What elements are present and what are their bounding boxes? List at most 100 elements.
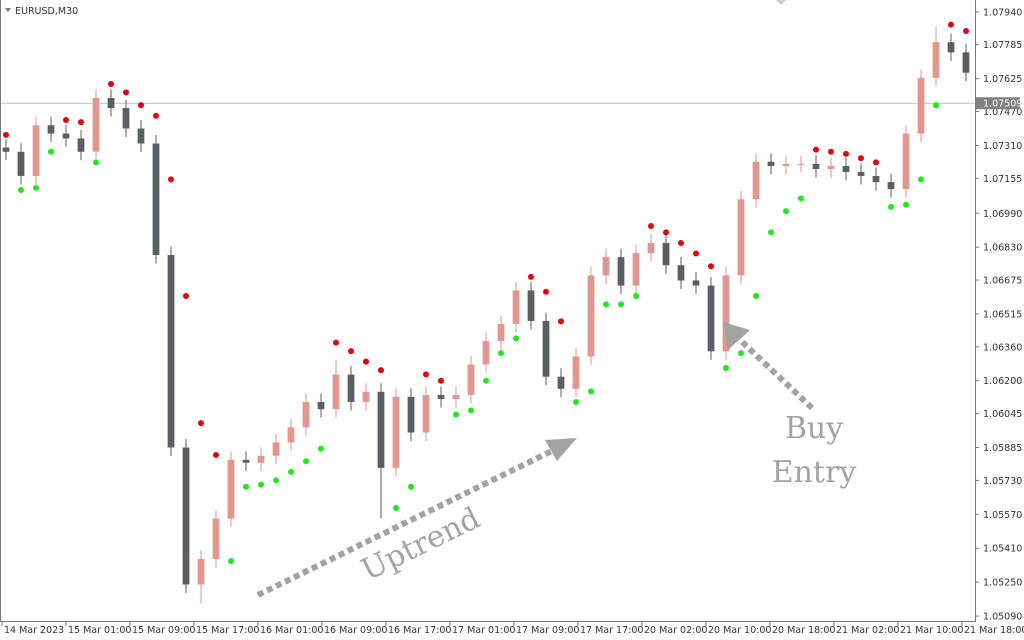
symbol-label: EURUSD,M30 bbox=[15, 6, 78, 17]
candle-body bbox=[722, 275, 730, 352]
sar-dot bbox=[828, 148, 834, 155]
sar-dot bbox=[798, 195, 804, 202]
y-tick-label: 1.05090 bbox=[983, 612, 1022, 623]
sar-dot bbox=[453, 411, 459, 418]
current-price-label: 1.07509 bbox=[983, 99, 1022, 110]
candle-body bbox=[902, 133, 910, 190]
y-tick-label: 1.05570 bbox=[983, 510, 1022, 521]
sar-dot bbox=[213, 451, 219, 458]
candle-body bbox=[542, 320, 550, 377]
candle-body bbox=[557, 376, 565, 389]
sar-dot bbox=[93, 159, 99, 166]
candle-body bbox=[152, 143, 160, 256]
sar-dot bbox=[18, 186, 24, 193]
sar-dot bbox=[738, 350, 744, 357]
sar-dot bbox=[768, 229, 774, 236]
candle-body bbox=[317, 401, 325, 410]
sar-dot bbox=[258, 481, 264, 488]
sar-dot bbox=[573, 398, 579, 405]
y-tick-label: 1.07155 bbox=[983, 174, 1022, 185]
sar-dot bbox=[933, 102, 939, 109]
sar-dot bbox=[498, 350, 504, 357]
x-tick-label: 20 Mar 18:00 bbox=[772, 625, 835, 636]
x-tick-label: 20 Mar 10:00 bbox=[708, 625, 771, 636]
sar-dot bbox=[903, 201, 909, 208]
sar-dot bbox=[183, 292, 189, 299]
x-tick-label: 15 Mar 09:00 bbox=[132, 625, 195, 636]
y-tick-label: 1.05885 bbox=[983, 443, 1022, 454]
candle-body bbox=[662, 242, 670, 266]
sar-dot bbox=[168, 176, 174, 183]
candle-body bbox=[512, 290, 520, 324]
sar-dot bbox=[228, 557, 234, 564]
sar-dot bbox=[843, 150, 849, 157]
candle-body bbox=[482, 341, 490, 365]
x-tick-label: 21 Mar 02:00 bbox=[836, 625, 899, 636]
sar-dot bbox=[483, 377, 489, 384]
sar-dot bbox=[348, 348, 354, 355]
sar-dot bbox=[468, 407, 474, 414]
sar-dot bbox=[48, 148, 54, 155]
candle-body bbox=[122, 108, 130, 129]
x-tick-label: 16 Mar 01:00 bbox=[260, 625, 323, 636]
sar-dot bbox=[393, 504, 399, 511]
y-tick-label: 1.07310 bbox=[983, 141, 1022, 152]
candle-body bbox=[92, 97, 100, 152]
y-tick-label: 1.06830 bbox=[983, 243, 1022, 254]
y-tick-label: 1.05250 bbox=[983, 578, 1022, 589]
x-tick-label: 17 Mar 17:00 bbox=[580, 625, 643, 636]
x-tick-label: 21 Mar 18:00 bbox=[964, 625, 1024, 636]
sar-dot bbox=[363, 358, 369, 365]
candle-body bbox=[677, 265, 685, 281]
candle-body bbox=[962, 52, 970, 73]
candle-body bbox=[17, 151, 25, 176]
candle-body bbox=[737, 199, 745, 276]
candle-body bbox=[47, 125, 55, 134]
sar-dot bbox=[693, 250, 699, 257]
sar-dot bbox=[288, 468, 294, 475]
sar-dot bbox=[303, 458, 309, 465]
candle-body bbox=[632, 253, 640, 286]
y-tick-label: 1.07625 bbox=[983, 74, 1022, 85]
uptrend-arrow bbox=[256, 438, 577, 598]
sar-dot bbox=[378, 367, 384, 374]
sar-dot bbox=[963, 27, 969, 34]
candle-body bbox=[707, 285, 715, 352]
y-tick-label: 1.06675 bbox=[983, 276, 1022, 287]
candle-body bbox=[917, 77, 925, 134]
sar-dot bbox=[318, 445, 324, 452]
sar-dot bbox=[153, 112, 159, 119]
sar-dot bbox=[648, 222, 654, 229]
sar-dot bbox=[678, 239, 684, 246]
y-tick-label: 1.07785 bbox=[983, 40, 1022, 51]
sar-dot bbox=[78, 119, 84, 126]
sar-dot bbox=[528, 273, 534, 280]
sar-dot bbox=[438, 377, 444, 384]
arrow-shaft bbox=[735, 335, 815, 411]
sar-dot bbox=[3, 131, 9, 138]
candle-body bbox=[287, 427, 295, 443]
candle-body bbox=[797, 163, 805, 165]
sar-dot bbox=[633, 292, 639, 299]
y-tick-label: 1.06515 bbox=[983, 309, 1022, 320]
sar-dot bbox=[558, 318, 564, 325]
y-tick-label: 1.07940 bbox=[983, 7, 1022, 18]
candle-body bbox=[872, 175, 880, 183]
candle-body bbox=[857, 171, 865, 176]
candle-body bbox=[587, 275, 595, 357]
candle-body bbox=[932, 42, 940, 78]
sar-dot bbox=[753, 292, 759, 299]
sar-dot bbox=[513, 335, 519, 342]
sar-dot bbox=[723, 365, 729, 372]
x-tick-label: 21 Mar 10:00 bbox=[900, 625, 963, 636]
y-tick-label: 1.06360 bbox=[983, 342, 1022, 353]
candle-body bbox=[842, 165, 850, 172]
sar-dot bbox=[138, 102, 144, 109]
candle-body bbox=[947, 42, 955, 53]
candle-body bbox=[887, 182, 895, 190]
sar-dot bbox=[783, 208, 789, 215]
scroll-marker bbox=[776, 0, 786, 5]
candle-body bbox=[767, 161, 775, 166]
